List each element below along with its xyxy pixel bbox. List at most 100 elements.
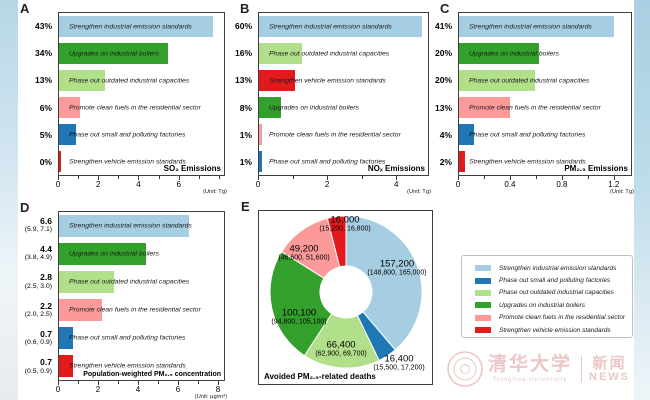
y-label: 1%: [212, 121, 254, 148]
x-tick-label: 2: [96, 180, 101, 189]
donut-slice-red: [326, 215, 347, 268]
x-tick-label: 2: [324, 180, 330, 189]
panel-E-title: Avoided PM₂.₅-related deaths: [264, 372, 376, 381]
panel-A-plot: SO₂ Emissions Strengthen industrial emis…: [58, 12, 225, 176]
legend-label: Strengthen industrial emission standards: [499, 264, 617, 272]
panel-D-plot: Population-weighted PM₂.₅ concentration …: [58, 211, 225, 381]
x-minor-tick: [535, 176, 537, 179]
x-tick-label: 6: [175, 385, 181, 394]
y-label-ci: (0.6, 0.9): [24, 339, 52, 347]
bar-label: Strengthen vehicle emission standards: [69, 362, 186, 370]
bar-red: [59, 355, 73, 377]
x-tick: [137, 381, 139, 385]
y-label-value: 13%: [434, 102, 452, 113]
x-tick-label: 4: [136, 180, 141, 189]
bar-dark_blue: [459, 124, 474, 145]
y-label-value: 43%: [34, 20, 52, 31]
tsinghua-emblem-icon: [447, 351, 483, 387]
bar-row: Phase out small and polluting factories: [459, 121, 631, 148]
legend-label: Phase out outdated industrial capacities: [499, 289, 614, 297]
bar-row: Phase out outdated industrial capacities: [259, 40, 428, 67]
donut-chart: [269, 215, 423, 369]
y-label: 0.7 (0.5, 0.9): [6, 353, 54, 381]
y-label: 41%: [410, 12, 454, 39]
y-label-value: 0.7: [40, 329, 52, 340]
donut-value: 49,200: [289, 243, 319, 255]
bar-row: Strengthen vehicle emission standards: [59, 352, 224, 380]
bar-light_green: [59, 70, 105, 91]
legend-label: Strengthen vehicle emission standards: [499, 326, 611, 334]
legend-swatch-dark_blue: [475, 277, 491, 284]
y-label: 60%: [212, 12, 254, 39]
watermark-news-cn: 新闻: [592, 354, 627, 372]
y-label: 20%: [410, 67, 454, 94]
bar-label: Strengthen industrial emission standards: [269, 23, 392, 30]
panel-D-unit: (Unit: µg/m³): [194, 394, 227, 400]
y-label-ci: (5.9, 7.1): [24, 226, 52, 234]
y-label: 2.8 (2.5, 3.0): [6, 268, 54, 296]
bar-label: Strengthen vehicle emission standards: [469, 158, 586, 165]
bar-label: Promote clean fuels in the residential s…: [69, 104, 201, 111]
y-label-value: 0%: [39, 157, 52, 168]
x-minor-tick: [483, 176, 485, 179]
bar-light_blue: [259, 16, 422, 37]
watermark-university-en: Tsinghua University: [492, 376, 568, 383]
bar-row: Strengthen industrial emission standards: [59, 13, 224, 40]
panel-C-letter: C: [440, 1, 450, 16]
bar-pink: [59, 299, 103, 321]
bar-dark_blue: [259, 151, 263, 172]
y-label: 34%: [10, 39, 54, 66]
bar-label: Phase out small and polluting factories: [69, 334, 186, 342]
bar-pink: [59, 97, 80, 118]
donut-value: 100,100: [281, 307, 317, 319]
y-label-ci: (3.8, 4.9): [24, 254, 52, 262]
donut-ci: (15,500, 17,200): [373, 364, 425, 372]
bar-row: Phase out outdated industrial capacities: [59, 67, 224, 94]
bar-row: Upgrades on industrial boilers: [459, 40, 631, 67]
y-label-value: 0.7: [40, 357, 52, 368]
y-label-value: 13%: [234, 75, 252, 86]
bar-light_green: [59, 271, 115, 293]
donut-label: 100,100 (94,800, 105,100): [271, 307, 326, 326]
x-tick-label: 2: [95, 385, 101, 394]
donut-label: 16,400 (15,500, 17,200): [373, 353, 424, 372]
x-tick: [58, 381, 59, 385]
bar-label: Strengthen industrial emission standards: [69, 23, 192, 30]
bar-light_green: [259, 43, 302, 64]
x-tick: [58, 176, 59, 180]
panel-A-axis-title: SO₂ Emissions: [163, 164, 221, 173]
bar-red: [59, 151, 61, 172]
x-tick-label: 4: [393, 180, 399, 189]
x-minor-tick: [587, 176, 589, 179]
donut-label: 16,000 (15,200, 16,800): [319, 214, 370, 233]
bar-label: Strengthen vehicle emission standards: [269, 77, 386, 84]
y-label: 6.6 (5.9, 7.1): [6, 211, 54, 239]
legend-item: Phase out small and polluting factories: [475, 274, 630, 286]
watermark-university-cn: 清华大学: [488, 354, 573, 375]
donut-value: 66,400: [326, 339, 356, 351]
y-label-value: 13%: [34, 75, 52, 86]
panel-D-letter: D: [20, 200, 30, 215]
x-minor-tick: [118, 381, 119, 384]
bar-light_blue: [59, 215, 190, 237]
y-label-value: 6.6: [40, 215, 52, 226]
bar-dark_green: [59, 43, 169, 64]
bar-dark_green: [259, 97, 282, 118]
x-tick-label: 6: [176, 180, 181, 189]
bar-row: Phase out small and polluting factories: [59, 121, 224, 148]
bar-label: Strengthen vehicle emission standards: [69, 158, 186, 165]
panel-A-unit: (Unit: Tg): [202, 189, 227, 195]
bar-dark_blue: [59, 327, 73, 349]
panel-E-box: Avoided PM₂.₅-related deaths 157,200 (148…: [258, 210, 433, 385]
y-label-value: 34%: [34, 47, 52, 58]
legend-label: Promote clean fuels in the residential s…: [499, 314, 626, 322]
bar-row: Strengthen vehicle emission standards: [59, 148, 224, 175]
y-label: 0.7 (0.6, 0.9): [6, 324, 54, 352]
y-label-value: 4%: [439, 129, 452, 140]
donut-ci: (62,900, 69,700): [315, 350, 367, 358]
y-label: 8%: [212, 94, 254, 121]
y-label-value: 20%: [434, 47, 452, 58]
x-minor-tick: [361, 176, 363, 179]
x-tick: [178, 176, 180, 180]
